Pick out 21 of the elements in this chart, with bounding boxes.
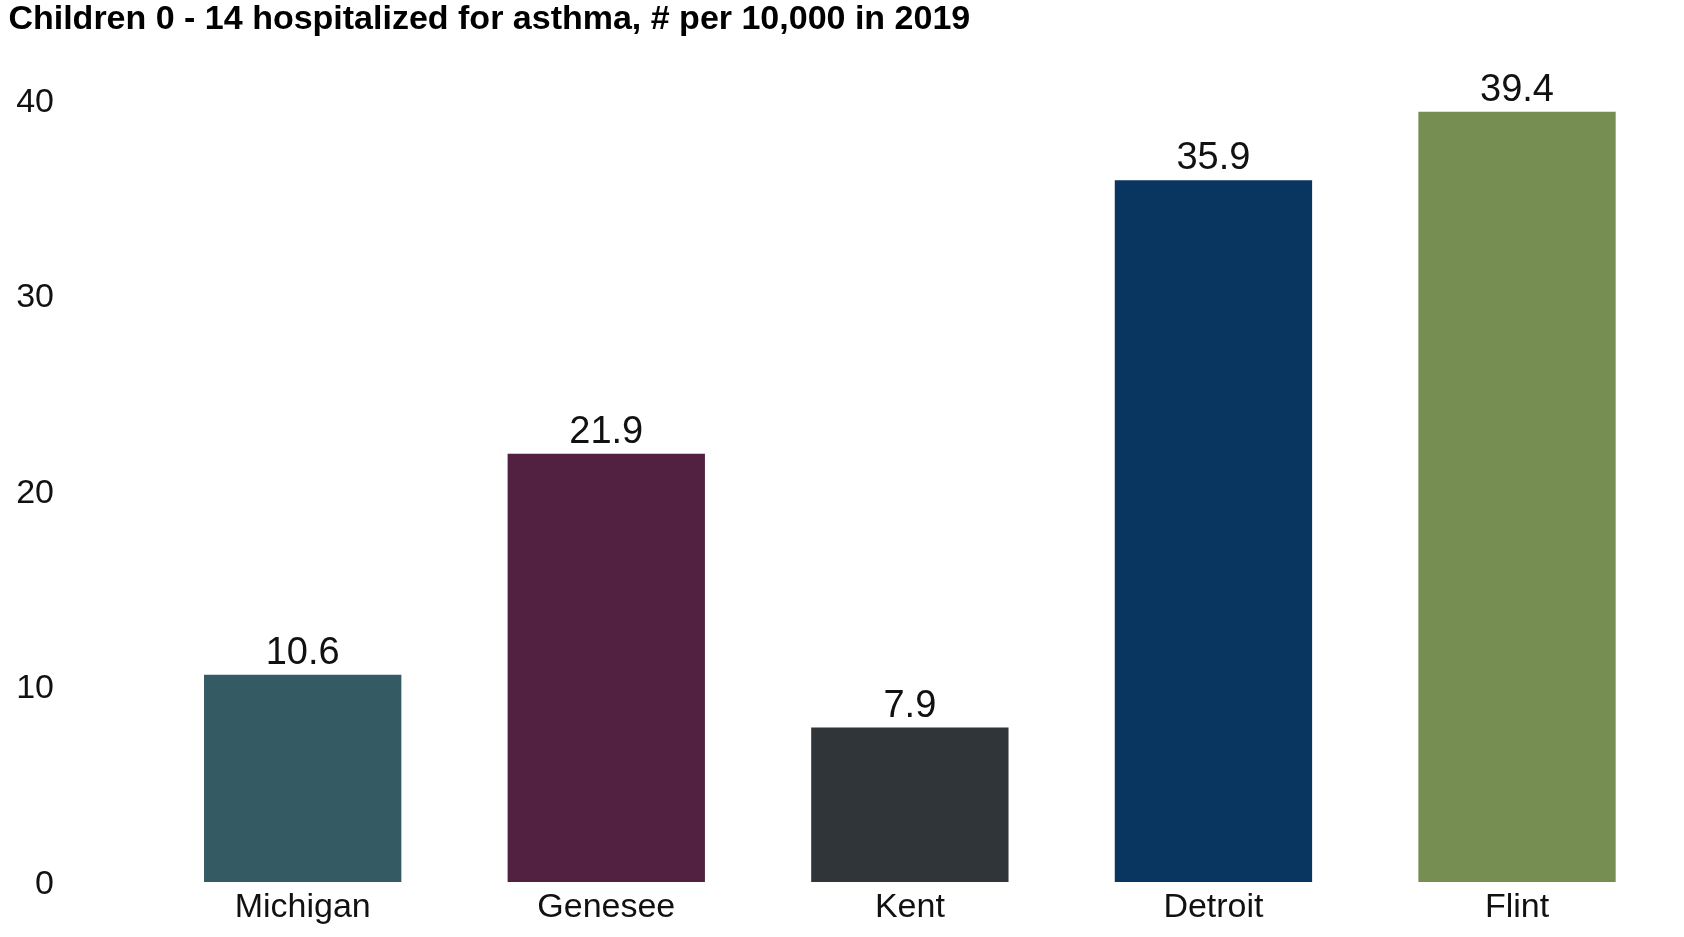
x-tick-label: Detroit: [1163, 886, 1265, 924]
y-tick-label: 0: [35, 862, 54, 901]
bar: [204, 674, 402, 882]
x-tick-label: Michigan: [234, 886, 371, 924]
bar: [507, 453, 705, 882]
bar: [1418, 111, 1616, 882]
data-label: 35.9: [1176, 135, 1251, 178]
y-tick-label: 30: [16, 276, 54, 315]
chart-title: Children 0 - 14 hospitalized for asthma, # per 10,000 in 2019: [8, 0, 971, 36]
x-tick-label: Flint: [1484, 886, 1550, 924]
data-label: 7.9: [883, 682, 937, 725]
bar: [1114, 180, 1313, 882]
y-tick-label: 20: [16, 471, 54, 510]
data-label: 21.9: [569, 408, 644, 451]
bar: [811, 727, 1009, 882]
x-tick-label: Genesee: [537, 886, 676, 924]
data-label: 39.4: [1480, 66, 1555, 109]
y-tick-label: 40: [16, 80, 54, 119]
x-tick-label: Kent: [874, 886, 946, 924]
data-label: 10.6: [265, 629, 340, 672]
y-tick-label: 10: [16, 667, 54, 706]
